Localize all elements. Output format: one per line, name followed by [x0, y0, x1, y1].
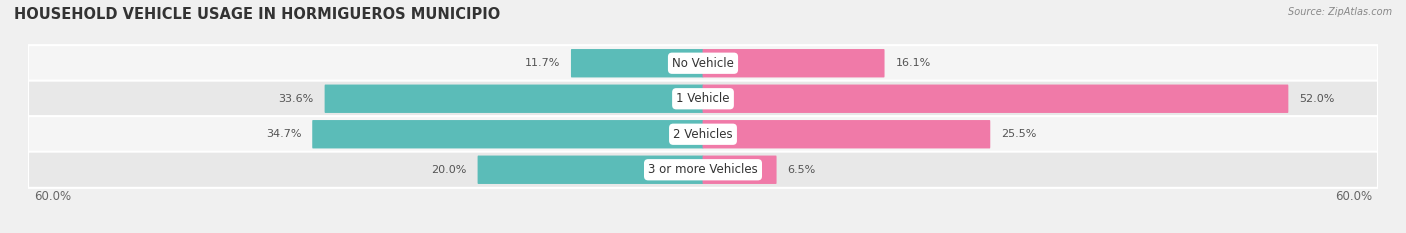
- Text: 11.7%: 11.7%: [524, 58, 560, 68]
- Text: 52.0%: 52.0%: [1299, 94, 1334, 104]
- FancyBboxPatch shape: [703, 156, 776, 184]
- Text: 2 Vehicles: 2 Vehicles: [673, 128, 733, 141]
- Legend: Owner-occupied, Renter-occupied: Owner-occupied, Renter-occupied: [572, 230, 834, 233]
- FancyBboxPatch shape: [28, 152, 1378, 188]
- Text: 20.0%: 20.0%: [432, 165, 467, 175]
- FancyBboxPatch shape: [325, 85, 703, 113]
- FancyBboxPatch shape: [478, 156, 703, 184]
- FancyBboxPatch shape: [28, 116, 1378, 152]
- Text: Source: ZipAtlas.com: Source: ZipAtlas.com: [1288, 7, 1392, 17]
- Text: 25.5%: 25.5%: [1001, 129, 1036, 139]
- Text: 33.6%: 33.6%: [278, 94, 314, 104]
- Text: 16.1%: 16.1%: [896, 58, 931, 68]
- FancyBboxPatch shape: [28, 81, 1378, 117]
- Text: 3 or more Vehicles: 3 or more Vehicles: [648, 163, 758, 176]
- Text: 1 Vehicle: 1 Vehicle: [676, 92, 730, 105]
- Text: No Vehicle: No Vehicle: [672, 57, 734, 70]
- Text: 60.0%: 60.0%: [34, 190, 70, 203]
- FancyBboxPatch shape: [703, 85, 1288, 113]
- FancyBboxPatch shape: [28, 45, 1378, 81]
- FancyBboxPatch shape: [703, 49, 884, 77]
- Text: 34.7%: 34.7%: [266, 129, 301, 139]
- FancyBboxPatch shape: [571, 49, 703, 77]
- FancyBboxPatch shape: [312, 120, 703, 148]
- FancyBboxPatch shape: [703, 120, 990, 148]
- Text: 60.0%: 60.0%: [1336, 190, 1372, 203]
- Text: HOUSEHOLD VEHICLE USAGE IN HORMIGUEROS MUNICIPIO: HOUSEHOLD VEHICLE USAGE IN HORMIGUEROS M…: [14, 7, 501, 22]
- Text: 6.5%: 6.5%: [787, 165, 815, 175]
